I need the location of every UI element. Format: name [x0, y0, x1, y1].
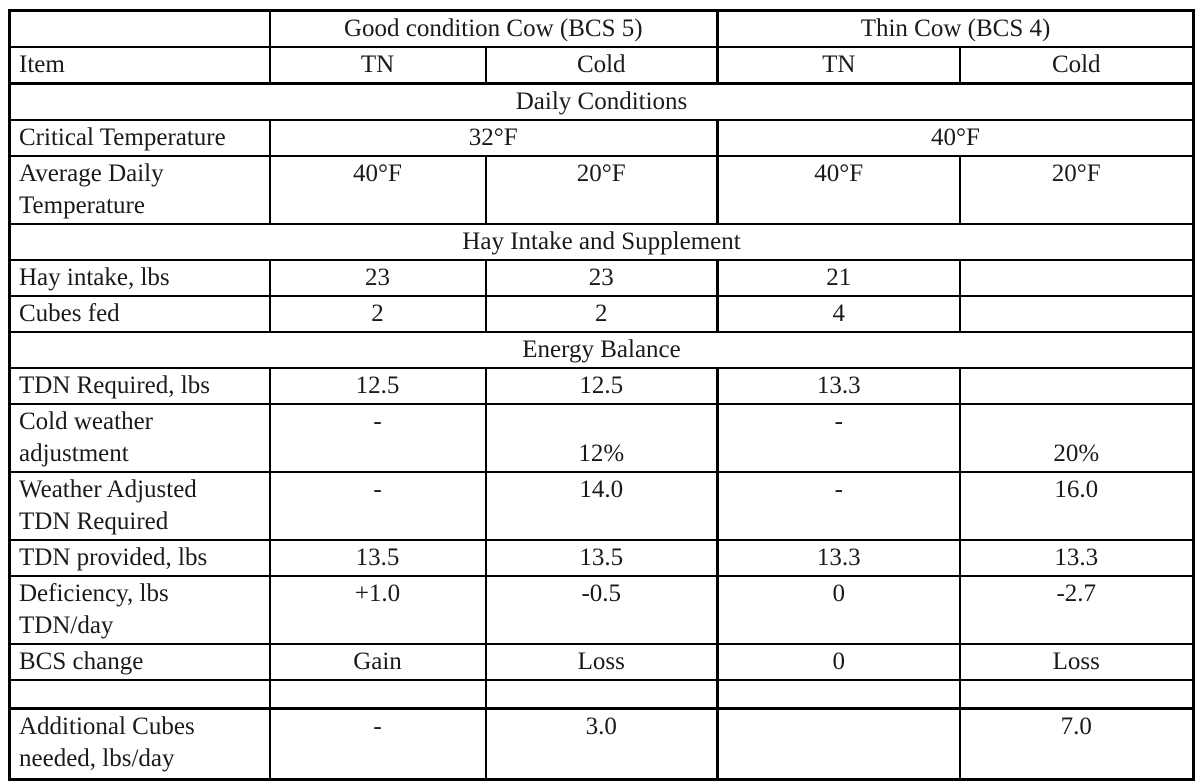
hay-intake-thin-tn: 21 [716, 259, 961, 297]
additional-cubes-thin-tn [716, 706, 961, 780]
cold-adjustment-good-cold: 12% [484, 403, 719, 473]
cold-adjustment-thin-tn: - [716, 403, 961, 473]
hay-intake-good-cold: 23 [484, 259, 719, 297]
bcs-change-good-tn: Gain [268, 643, 487, 681]
col-header-good-tn: TN [268, 46, 487, 85]
col-header-good-cold: Cold [484, 46, 719, 85]
label-hay-intake: Hay intake, lbs [8, 259, 271, 297]
critical-temp-good: 32°F [268, 119, 719, 157]
section-row-hay-intake: Hay Intake and Supplement [8, 223, 1195, 261]
row-cubes-fed: Cubes fed 2 2 4 [8, 295, 1195, 333]
bcs-change-thin-cold: Loss [958, 643, 1195, 681]
hay-intake-thin-cold [958, 259, 1195, 297]
cold-adjustment-thin-cold: 20% [958, 403, 1195, 473]
deficiency-good-cold: -0.5 [484, 575, 719, 645]
tdn-provided-thin-tn: 13.3 [716, 539, 961, 577]
corner-cell [8, 9, 271, 48]
section-row-energy-balance: Energy Balance [8, 331, 1195, 369]
label-cubes-fed: Cubes fed [8, 295, 271, 333]
row-deficiency: Deficiency, lbs TDN/day +1.0 -0.5 0 -2.7 [8, 575, 1195, 645]
critical-temp-thin: 40°F [715, 119, 1195, 157]
column-header-row: Item TN Cold TN Cold [8, 46, 1195, 85]
row-critical-temperature: Critical Temperature 32°F 40°F [8, 119, 1195, 157]
label-deficiency: Deficiency, lbs TDN/day [8, 575, 271, 645]
spacer-cell-good-cold [484, 679, 719, 709]
row-tdn-required: TDN Required, lbs 12.5 12.5 13.3 [8, 367, 1195, 405]
tdn-required-good-cold: 12.5 [484, 367, 719, 405]
weather-adjusted-tdn-thin-tn: - [716, 471, 961, 541]
cubes-fed-good-cold: 2 [484, 295, 719, 333]
cold-adjustment-good-tn: - [268, 403, 487, 473]
label-cold-weather-adjustment: Cold weather adjustment [8, 403, 271, 473]
row-cold-weather-adjustment: Cold weather adjustment - 12% - 20% [8, 403, 1195, 473]
row-average-daily-temperature: Average Daily Temperature 40°F 20°F 40°F… [8, 155, 1195, 225]
group-header-thin-cow: Thin Cow (BCS 4) [715, 9, 1195, 48]
cubes-fed-good-tn: 2 [268, 295, 487, 333]
avg-temp-good-cold: 20°F [484, 155, 719, 225]
label-tdn-provided: TDN provided, lbs [8, 539, 271, 577]
deficiency-thin-tn: 0 [716, 575, 961, 645]
bcs-change-thin-tn: 0 [716, 643, 961, 681]
spacer-cell-good-tn [268, 679, 487, 709]
section-title-daily-conditions: Daily Conditions [8, 82, 1195, 121]
label-average-daily-temperature: Average Daily Temperature [8, 155, 271, 225]
label-weather-adjusted-tdn: Weather Adjusted TDN Required [8, 471, 271, 541]
spacer-cell-thin-cold [958, 679, 1195, 709]
col-header-thin-cold: Cold [958, 46, 1195, 85]
avg-temp-good-tn: 40°F [268, 155, 487, 225]
row-tdn-provided: TDN provided, lbs 13.5 13.5 13.3 13.3 [8, 539, 1195, 577]
group-header-row: Good condition Cow (BCS 5) Thin Cow (BCS… [8, 9, 1195, 48]
tdn-required-thin-tn: 13.3 [716, 367, 961, 405]
row-hay-intake: Hay intake, lbs 23 23 21 [8, 259, 1195, 297]
section-title-energy-balance: Energy Balance [8, 331, 1195, 369]
tdn-provided-thin-cold: 13.3 [958, 539, 1195, 577]
tdn-required-good-tn: 12.5 [268, 367, 487, 405]
deficiency-good-tn: +1.0 [268, 575, 487, 645]
deficiency-thin-cold: -2.7 [958, 575, 1195, 645]
cow-winter-feeding-table: Good condition Cow (BCS 5) Thin Cow (BCS… [8, 9, 1196, 781]
cubes-fed-thin-tn: 4 [716, 295, 961, 333]
row-bcs-change: BCS change Gain Loss 0 Loss [8, 643, 1195, 681]
spacer-row [8, 679, 1195, 709]
hay-intake-good-tn: 23 [268, 259, 487, 297]
label-critical-temperature: Critical Temperature [8, 119, 271, 157]
cow-winter-feeding-table-wrap: Good condition Cow (BCS 5) Thin Cow (BCS… [8, 9, 1196, 781]
additional-cubes-thin-cold: 7.0 [958, 706, 1195, 780]
row-additional-cubes: Additional Cubes needed, lbs/day - 3.0 7… [8, 706, 1195, 780]
spacer-cell-thin-tn [716, 679, 961, 709]
label-additional-cubes: Additional Cubes needed, lbs/day [8, 706, 271, 780]
row-weather-adjusted-tdn: Weather Adjusted TDN Required - 14.0 - 1… [8, 471, 1195, 541]
col-header-thin-tn: TN [716, 46, 961, 85]
avg-temp-thin-tn: 40°F [716, 155, 961, 225]
bcs-change-good-cold: Loss [484, 643, 719, 681]
section-row-daily-conditions: Daily Conditions [8, 82, 1195, 121]
spacer-cell-item [8, 679, 271, 709]
weather-adjusted-tdn-thin-cold: 16.0 [958, 471, 1195, 541]
weather-adjusted-tdn-good-tn: - [268, 471, 487, 541]
tdn-required-thin-cold [958, 367, 1195, 405]
cubes-fed-thin-cold [958, 295, 1195, 333]
additional-cubes-good-tn: - [268, 706, 487, 780]
weather-adjusted-tdn-good-cold: 14.0 [484, 471, 719, 541]
col-header-item: Item [8, 46, 271, 85]
additional-cubes-good-cold: 3.0 [484, 706, 719, 780]
tdn-provided-good-tn: 13.5 [268, 539, 487, 577]
group-header-good-cow: Good condition Cow (BCS 5) [268, 9, 719, 48]
avg-temp-thin-cold: 20°F [958, 155, 1195, 225]
label-tdn-required: TDN Required, lbs [8, 367, 271, 405]
tdn-provided-good-cold: 13.5 [484, 539, 719, 577]
section-title-hay-intake: Hay Intake and Supplement [8, 223, 1195, 261]
label-bcs-change: BCS change [8, 643, 271, 681]
